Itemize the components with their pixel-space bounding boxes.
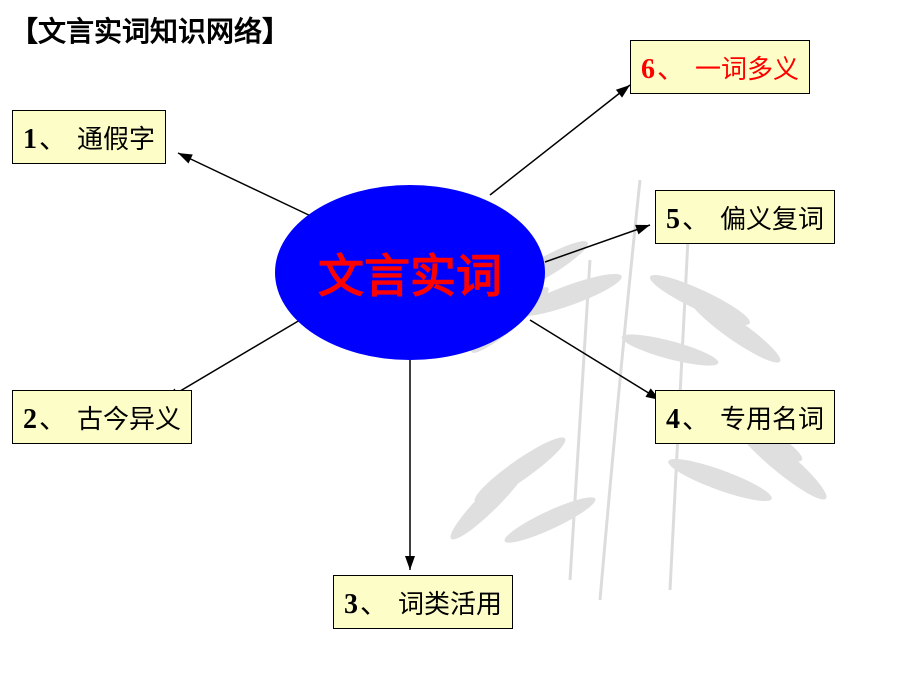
- node-box-b6: 6、一词多义: [630, 40, 810, 94]
- center-node: 文言实词: [275, 185, 545, 360]
- box-number: 3: [344, 589, 358, 621]
- box-punct: 、: [360, 582, 388, 622]
- box-punct: 、: [682, 397, 710, 437]
- box-number: 2: [23, 404, 37, 436]
- box-label: 偏义复词: [720, 199, 824, 236]
- box-punct: 、: [682, 197, 710, 237]
- box-label: 专用名词: [720, 399, 824, 436]
- node-box-b1: 1、通假字: [12, 110, 166, 164]
- node-box-b4: 4、专用名词: [655, 390, 835, 444]
- box-label: 古今异义: [77, 399, 181, 436]
- node-box-b3: 3、词类活用: [333, 575, 513, 629]
- page-title: 【文言实词知识网络】: [10, 10, 290, 50]
- box-number: 5: [666, 204, 680, 236]
- box-punct: 、: [39, 397, 67, 437]
- box-number: 1: [23, 124, 37, 156]
- box-punct: 、: [39, 117, 67, 157]
- center-text: 文言实词: [318, 240, 502, 306]
- box-number: 4: [666, 404, 680, 436]
- node-box-b2: 2、古今异义: [12, 390, 192, 444]
- box-label: 通假字: [77, 119, 155, 156]
- box-label: 一词多义: [695, 49, 799, 86]
- box-number: 6: [641, 54, 655, 86]
- box-punct: 、: [657, 47, 685, 87]
- node-box-b5: 5、偏义复词: [655, 190, 835, 244]
- box-label: 词类活用: [398, 584, 502, 621]
